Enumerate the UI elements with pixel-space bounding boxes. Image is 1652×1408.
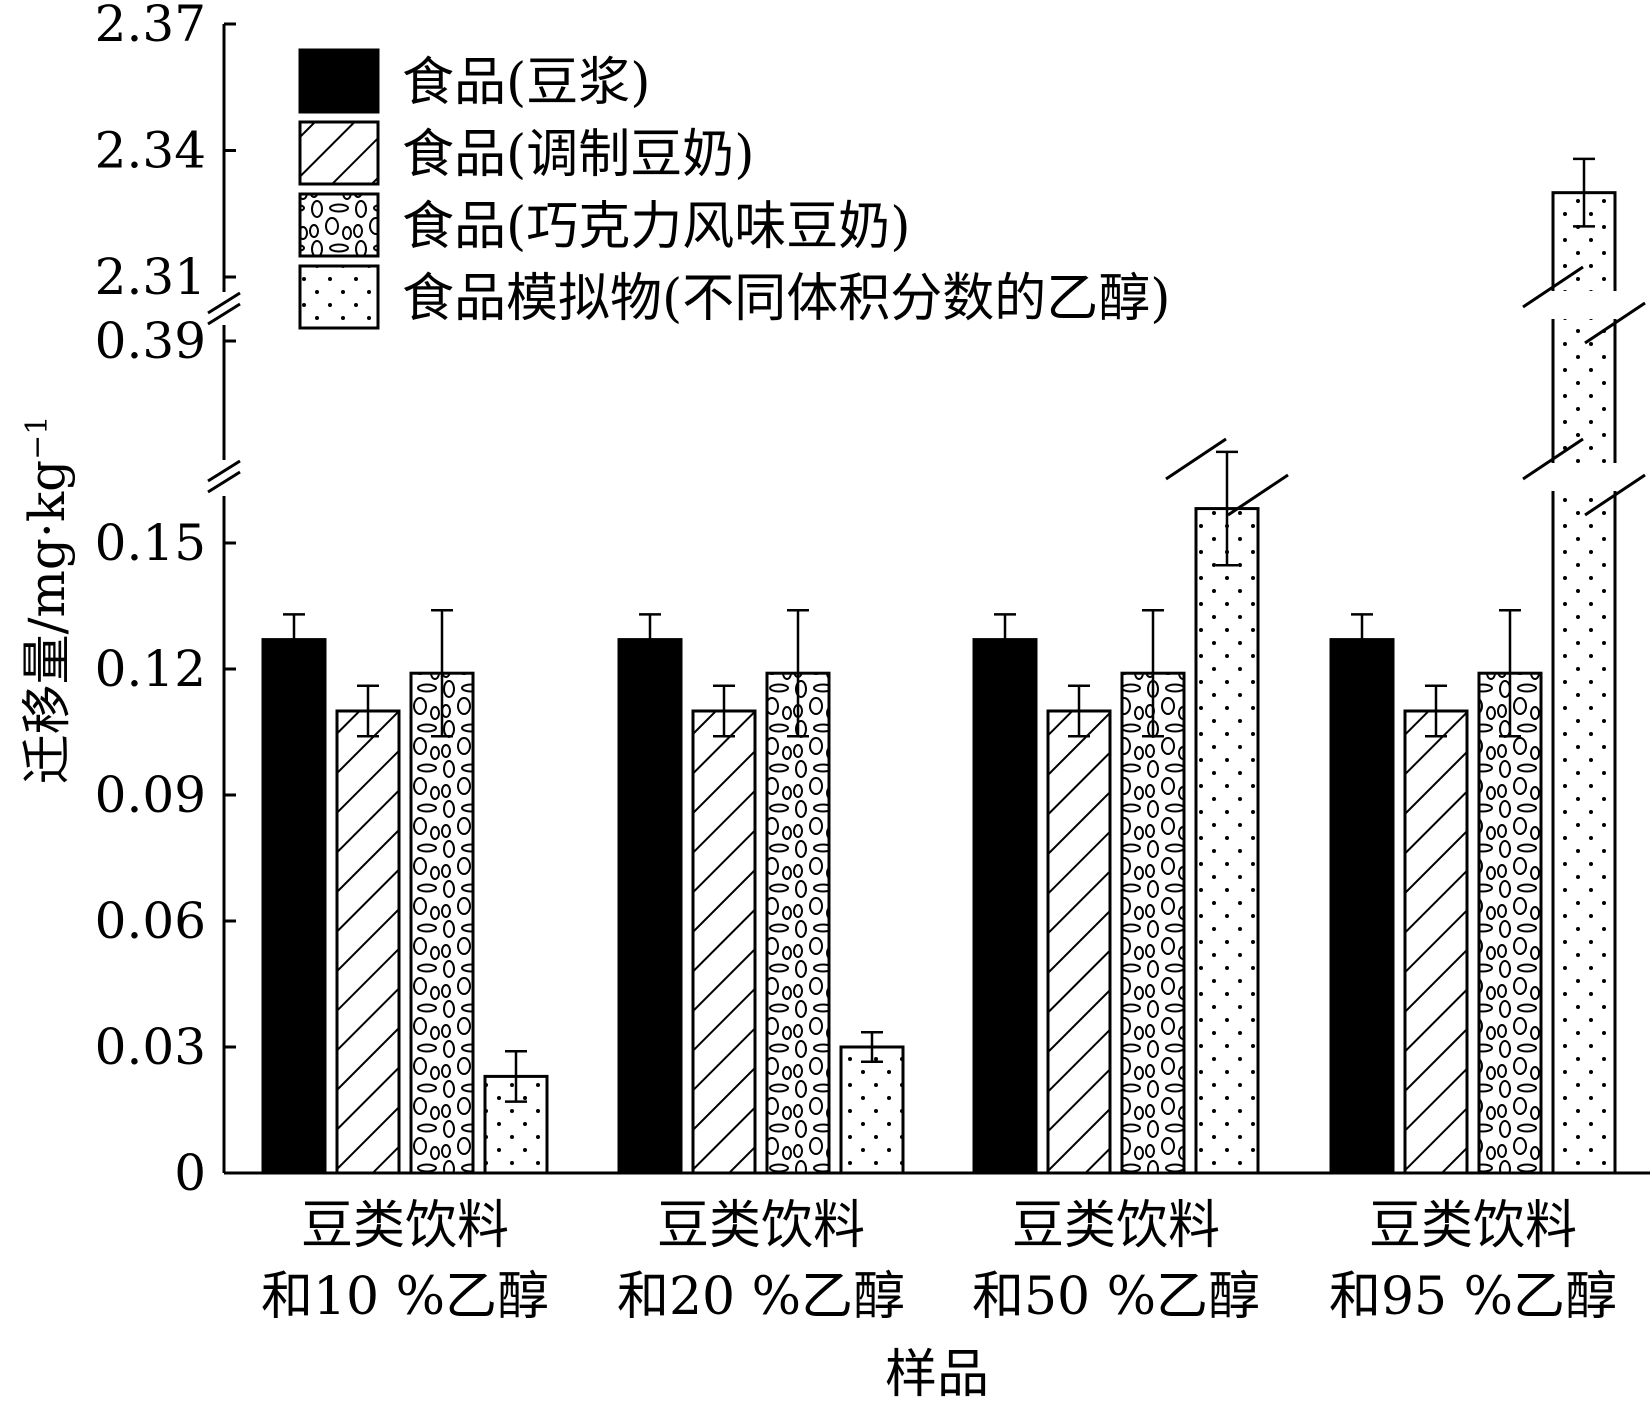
legend-swatch (298, 192, 380, 258)
bar-break-mark (1165, 437, 1227, 481)
x-axis-title: 样品 (885, 1345, 989, 1405)
bar (1477, 671, 1543, 1175)
y-axis-title-main: 迁移量/mg·kg (18, 460, 76, 784)
bar (691, 709, 757, 1175)
y-tick-label: 2.37 (95, 0, 206, 53)
bar (1329, 638, 1395, 1175)
legend-swatch (298, 264, 380, 330)
legend-label: 食品(调制豆奶) (402, 125, 755, 185)
bar (409, 671, 475, 1175)
legend-swatch (298, 48, 380, 114)
legend-label: 食品(巧克力风味豆奶) (402, 197, 911, 257)
x-category-label: 豆类饮料 (1369, 1196, 1577, 1256)
bar (335, 709, 401, 1175)
y-axis-break-1b (207, 302, 241, 326)
y-axis-title: 迁移量/mg·kg−1 (18, 416, 76, 785)
y-axis-title-superscript: −1 (20, 416, 55, 460)
bar-break-gap (1550, 291, 1618, 319)
y-axis-break-2 (207, 459, 241, 483)
bar (1194, 507, 1260, 1175)
x-category-label: 和50 %乙醇 (972, 1267, 1260, 1327)
bar-break-mark (1584, 301, 1646, 345)
bar (1551, 191, 1617, 1175)
bar-break-mark (1584, 473, 1646, 517)
bar (839, 1045, 905, 1175)
y-axis-break-1 (207, 291, 241, 315)
x-category-label: 和95 %乙醇 (1329, 1267, 1617, 1327)
bar (617, 638, 683, 1175)
legend-label: 食品模拟物(不同体积分数的乙醇) (402, 269, 1171, 329)
y-tick-label: 0.09 (95, 766, 206, 824)
bar-break-mark (1522, 265, 1584, 309)
y-tick-label: 2.34 (95, 122, 206, 180)
y-tick-label: 0 (174, 1144, 206, 1202)
bar (1046, 709, 1112, 1175)
y-axis-break-2b (207, 470, 241, 494)
bar-break-mark (1227, 473, 1289, 517)
bar-break-gap (1550, 463, 1618, 491)
legend-swatch (298, 120, 380, 186)
x-category-label: 和10 %乙醇 (261, 1267, 549, 1327)
x-category-label: 豆类饮料 (657, 1196, 865, 1256)
y-tick-label: 0.39 (95, 312, 206, 370)
y-tick-label: 0.03 (95, 1018, 206, 1076)
x-category-label: 豆类饮料 (1012, 1196, 1220, 1256)
x-category-label: 豆类饮料 (301, 1196, 509, 1256)
bar (765, 671, 831, 1175)
x-category-label: 和20 %乙醇 (617, 1267, 905, 1327)
bar (261, 638, 327, 1175)
bar (972, 638, 1038, 1175)
legend-label: 食品(豆浆) (402, 53, 651, 113)
y-tick-label: 0.06 (95, 892, 206, 950)
bar (1120, 671, 1186, 1175)
bar (1403, 709, 1469, 1175)
y-tick-label: 0.12 (95, 640, 206, 698)
y-tick-label: 2.31 (95, 248, 206, 306)
bar-break-mark (1522, 437, 1584, 481)
y-tick-label: 0.15 (95, 514, 206, 572)
